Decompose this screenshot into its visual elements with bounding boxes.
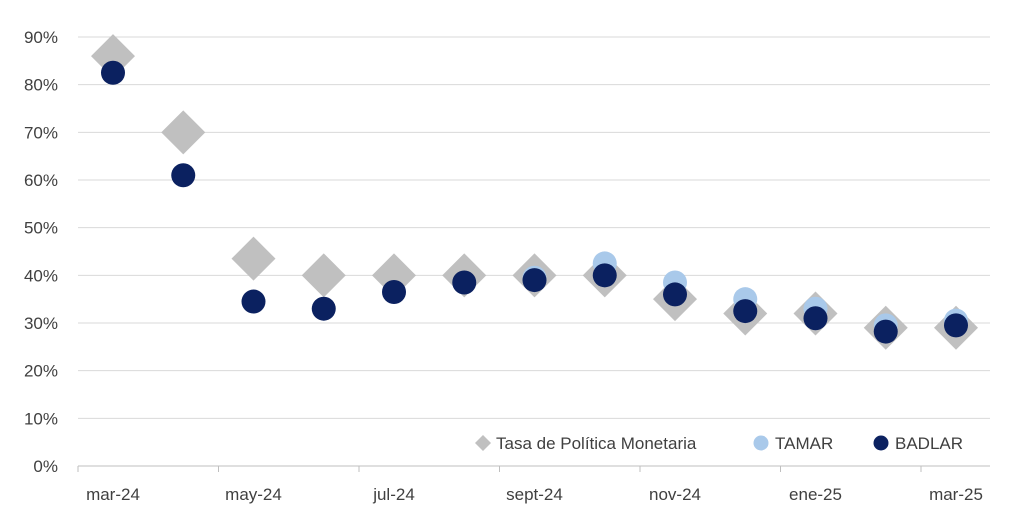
legend-diamond-marker	[475, 435, 491, 451]
x-tick-label: ene-25	[789, 485, 842, 504]
circle-point	[101, 60, 125, 85]
y-tick-label: 10%	[24, 409, 58, 428]
circle-point	[663, 282, 687, 307]
x-axis-tick-labels: mar-24 may-24 jul-24 sept-24 nov-24 ene-25 mar…	[86, 485, 983, 504]
legend-label: Tasa de Política Monetaria	[496, 434, 697, 453]
diamond-point	[372, 253, 416, 298]
y-tick-label: 20%	[24, 362, 58, 381]
y-tick-label: 60%	[24, 171, 58, 190]
circle-point	[873, 319, 898, 344]
legend-label: TAMAR	[775, 434, 833, 453]
y-tick-label: 80%	[24, 76, 58, 95]
circle-point	[522, 268, 547, 293]
diamond-point	[91, 34, 135, 79]
circle-point	[733, 299, 758, 324]
x-tick-label: jul-24	[372, 485, 415, 504]
x-tick-label: may-24	[225, 485, 282, 504]
y-tick-label: 0%	[33, 457, 58, 476]
x-tick-label: sept-24	[506, 485, 563, 504]
series-tasa-de-pol-tica-monetaria	[91, 34, 978, 350]
circle-point	[803, 306, 828, 331]
legend: Tasa de Política Monetaria TAMAR BADLAR	[475, 434, 963, 453]
circle-point	[944, 313, 968, 338]
diamond-point	[301, 253, 346, 298]
legend-item: TAMAR	[753, 434, 833, 453]
x-tick-label: nov-24	[649, 485, 701, 504]
diamond-point	[231, 236, 276, 281]
legend-label: BADLAR	[895, 434, 963, 453]
x-axis	[77, 465, 990, 472]
legend-item: BADLAR	[873, 434, 963, 453]
legend-item: Tasa de Política Monetaria	[475, 434, 697, 453]
circle-point	[311, 296, 336, 321]
x-tick-label: mar-25	[929, 485, 983, 504]
y-axis-tick-labels: 0% 10% 20% 30% 40% 50% 60% 70% 80% 90%	[24, 28, 58, 476]
y-tick-label: 50%	[24, 219, 58, 238]
circle-point	[171, 163, 196, 188]
circle-point	[241, 289, 266, 314]
circle-point	[452, 270, 477, 295]
y-tick-label: 90%	[24, 28, 58, 47]
y-tick-label: 30%	[24, 314, 58, 333]
y-tick-label: 70%	[24, 123, 58, 142]
series-badlar	[101, 60, 968, 344]
legend-circle-marker	[873, 435, 889, 451]
gridlines	[78, 36, 990, 419]
circle-point	[592, 263, 617, 288]
legend-circle-marker	[753, 435, 769, 451]
data-points	[91, 34, 978, 350]
y-tick-label: 40%	[24, 266, 58, 285]
diamond-point	[161, 110, 206, 155]
circle-point	[382, 280, 406, 305]
x-tick-label: mar-24	[86, 485, 140, 504]
